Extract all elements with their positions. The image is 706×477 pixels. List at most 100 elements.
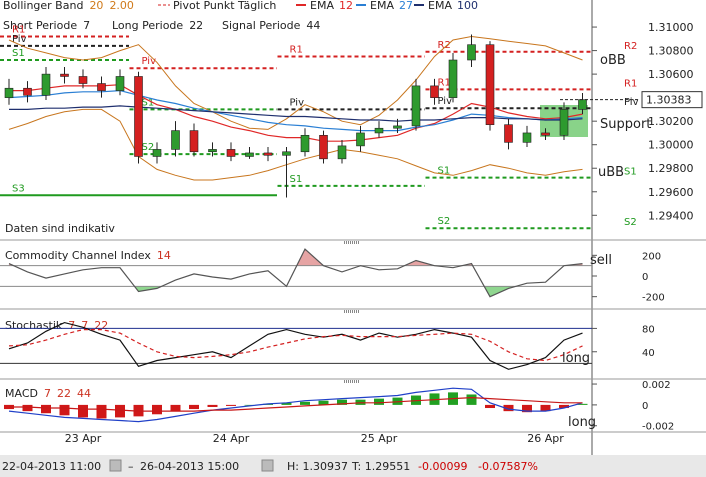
- y-tick-label: 40: [642, 348, 655, 359]
- annotation: long: [568, 415, 596, 430]
- panel-param: 7: [81, 319, 88, 332]
- legend-param: 20: [89, 0, 103, 12]
- panel-param: 14: [157, 249, 171, 262]
- histogram-bar: [22, 404, 33, 412]
- y-tick-label: 1.31000: [648, 21, 694, 34]
- pivot-label: S3: [12, 183, 25, 194]
- legend-text: Signal Periode: [222, 19, 301, 32]
- pivot-label: S2: [438, 216, 451, 227]
- histogram-bar: [96, 404, 107, 419]
- histogram-bar: [503, 404, 514, 412]
- pivot-label: R2: [624, 41, 637, 52]
- panel-param: 22: [57, 387, 71, 400]
- indicator-line: [8, 248, 583, 298]
- candle-body: [541, 132, 550, 136]
- annotation: long: [562, 351, 590, 366]
- legend-param: 100: [457, 0, 478, 12]
- histogram-bar: [281, 402, 292, 405]
- y-tick-label: 1.29800: [648, 162, 694, 175]
- footer-start: 22-04-2013 11:00: [2, 460, 101, 473]
- pivot-label: S1: [290, 174, 303, 185]
- candle-body: [189, 130, 199, 153]
- histogram-bar: [300, 401, 310, 405]
- footer-end: 26-04-2013 15:00: [140, 460, 239, 473]
- legend-macd-param: Short Periode 7: [3, 19, 90, 32]
- footer-low: T: 1.29551: [351, 460, 410, 473]
- y-tick-label: -0.002: [642, 422, 674, 433]
- legend-param: 12: [339, 0, 353, 12]
- y-tick-label: 1.30200: [648, 115, 694, 128]
- candle-body: [337, 145, 347, 160]
- legend-bollinger: Bollinger Band 20 2.00: [3, 0, 134, 12]
- histogram-bar: [207, 404, 218, 407]
- pivot-label: S1: [624, 167, 637, 178]
- candle-body: [411, 85, 421, 127]
- histogram-bar: [337, 399, 347, 405]
- y-tick-label: 1.30800: [648, 45, 694, 58]
- y-tick-label: 1.30000: [648, 139, 694, 152]
- candle-body: [97, 83, 106, 91]
- candle-body: [448, 59, 458, 98]
- candle-body: [300, 134, 310, 153]
- y-tick-label: 80: [642, 324, 655, 335]
- legend-macd-param: Long Periode 22: [112, 19, 203, 32]
- legend-entry: EMA 27: [370, 0, 413, 12]
- histogram-bar: [170, 404, 181, 412]
- pivot-label: S2: [142, 142, 155, 153]
- bollinger-band: [8, 35, 583, 130]
- legend-entry: EMA 100: [428, 0, 478, 12]
- pivot-label: S1: [12, 48, 25, 59]
- footer-change: -0.00099: [418, 460, 467, 473]
- candle-body: [559, 109, 569, 136]
- pivot-label: Piv: [142, 56, 157, 67]
- bollinger-band: [8, 108, 583, 181]
- candle-body: [282, 151, 291, 156]
- candle-body: [171, 130, 180, 150]
- x-tick-label: 24 Apr: [213, 432, 250, 445]
- calendar-icon[interactable]: [109, 459, 122, 472]
- histogram-bar: [59, 404, 70, 416]
- candle-body: [504, 124, 513, 143]
- histogram-bar: [152, 404, 162, 415]
- legend-pivot: Pivot Punkt Täglich: [173, 0, 276, 12]
- pivot-label: R1: [290, 44, 303, 55]
- pivot-label: Piv: [438, 96, 453, 107]
- histogram-bar: [115, 404, 125, 418]
- footer-high: H: 1.30937: [287, 460, 348, 473]
- calendar-icon[interactable]: [261, 459, 274, 472]
- y-tick-label: 0: [642, 272, 648, 283]
- last-price-label: 1.30383: [646, 94, 692, 107]
- legend-text: Bollinger Band: [3, 0, 83, 12]
- last-price-box: [641, 91, 703, 109]
- footer-separator: –: [128, 460, 134, 473]
- candle-body: [60, 73, 69, 77]
- annotation: uBB: [598, 165, 624, 180]
- candle-body: [578, 99, 587, 110]
- candle-body: [226, 149, 236, 157]
- annotation: Daten sind indikativ: [5, 222, 115, 235]
- legend-entry: EMA 12: [310, 0, 353, 12]
- candle-body: [263, 152, 273, 156]
- y-tick-label: 1.29600: [648, 186, 694, 199]
- panel-title: Commodity Channel Index 14: [5, 249, 171, 262]
- candle-body: [485, 44, 495, 126]
- pivot-label: Piv: [624, 97, 639, 108]
- histogram-bar: [189, 404, 199, 410]
- indicator-line: [8, 387, 583, 423]
- indicator-line: [8, 329, 583, 362]
- legend-text: EMA: [310, 0, 334, 12]
- pivot-label: R1: [12, 24, 25, 35]
- y-tick-label: 0.002: [642, 380, 671, 391]
- pivot-label: Piv: [290, 97, 305, 108]
- candle-body: [134, 76, 143, 157]
- indicator-line: [8, 321, 583, 370]
- candle-body: [115, 76, 125, 91]
- annotation: sell: [590, 253, 612, 268]
- x-tick-label: 23 Apr: [65, 432, 102, 445]
- histogram-bar: [466, 394, 477, 405]
- legend-param: 7: [83, 19, 90, 32]
- candle-body: [319, 134, 328, 160]
- x-tick-label: 25 Apr: [361, 432, 398, 445]
- histogram-bar: [41, 404, 51, 414]
- histogram-bar: [577, 403, 588, 405]
